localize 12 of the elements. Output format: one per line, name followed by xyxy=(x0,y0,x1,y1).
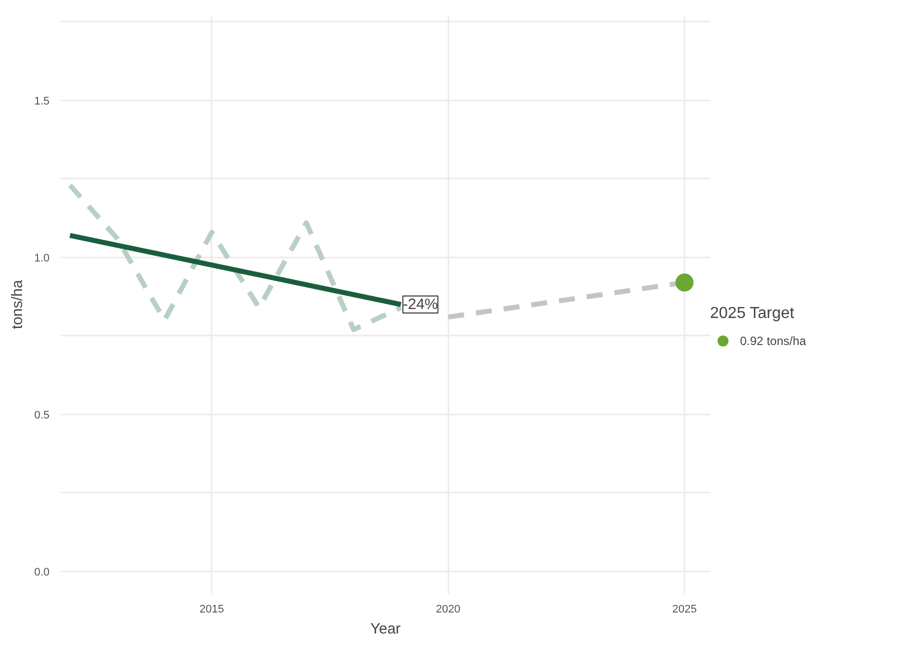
x-tick-label: 2020 xyxy=(436,604,460,616)
legend-title: 2025 Target xyxy=(710,305,796,323)
x-tick-label: 2025 xyxy=(672,604,697,616)
y-tick-label: 0.0 xyxy=(34,566,50,579)
y-tick-label: 1.5 xyxy=(34,95,50,108)
x-tick-label: 2015 xyxy=(200,604,224,616)
x-axis-title: Year xyxy=(370,620,401,638)
annotation: -24% xyxy=(402,296,438,313)
y-tick-label: 0.5 xyxy=(34,409,50,422)
y-axis-title: tons/ha xyxy=(9,279,26,330)
legend-label: 0.92 tons/ha xyxy=(740,334,806,348)
y-tick-label: 1.0 xyxy=(34,252,50,264)
